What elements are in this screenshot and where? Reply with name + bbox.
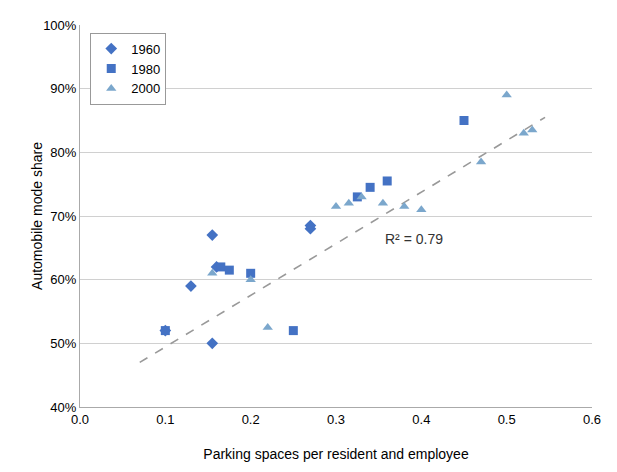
svg-text:40%: 40% <box>50 400 76 415</box>
svg-text:0.2: 0.2 <box>242 412 260 427</box>
svg-text:0.3: 0.3 <box>327 412 345 427</box>
svg-text:50%: 50% <box>50 336 76 351</box>
svg-text:R² = 0.79: R² = 0.79 <box>385 231 443 247</box>
svg-text:0.1: 0.1 <box>156 412 174 427</box>
svg-text:0.0: 0.0 <box>71 412 89 427</box>
svg-text:0.6: 0.6 <box>583 412 601 427</box>
svg-text:100%: 100% <box>43 18 77 33</box>
svg-text:2000: 2000 <box>131 81 160 96</box>
svg-text:0.4: 0.4 <box>412 412 430 427</box>
svg-text:90%: 90% <box>50 81 76 96</box>
svg-text:1960: 1960 <box>131 42 160 57</box>
svg-text:0.5: 0.5 <box>498 412 516 427</box>
svg-text:70%: 70% <box>50 209 76 224</box>
svg-text:80%: 80% <box>50 145 76 160</box>
svg-text:1980: 1980 <box>131 62 160 77</box>
svg-text:Automobile mode share: Automobile mode share <box>29 142 45 290</box>
svg-text:Parking spaces per resident an: Parking spaces per resident and employee <box>203 446 469 462</box>
svg-text:60%: 60% <box>50 272 76 287</box>
